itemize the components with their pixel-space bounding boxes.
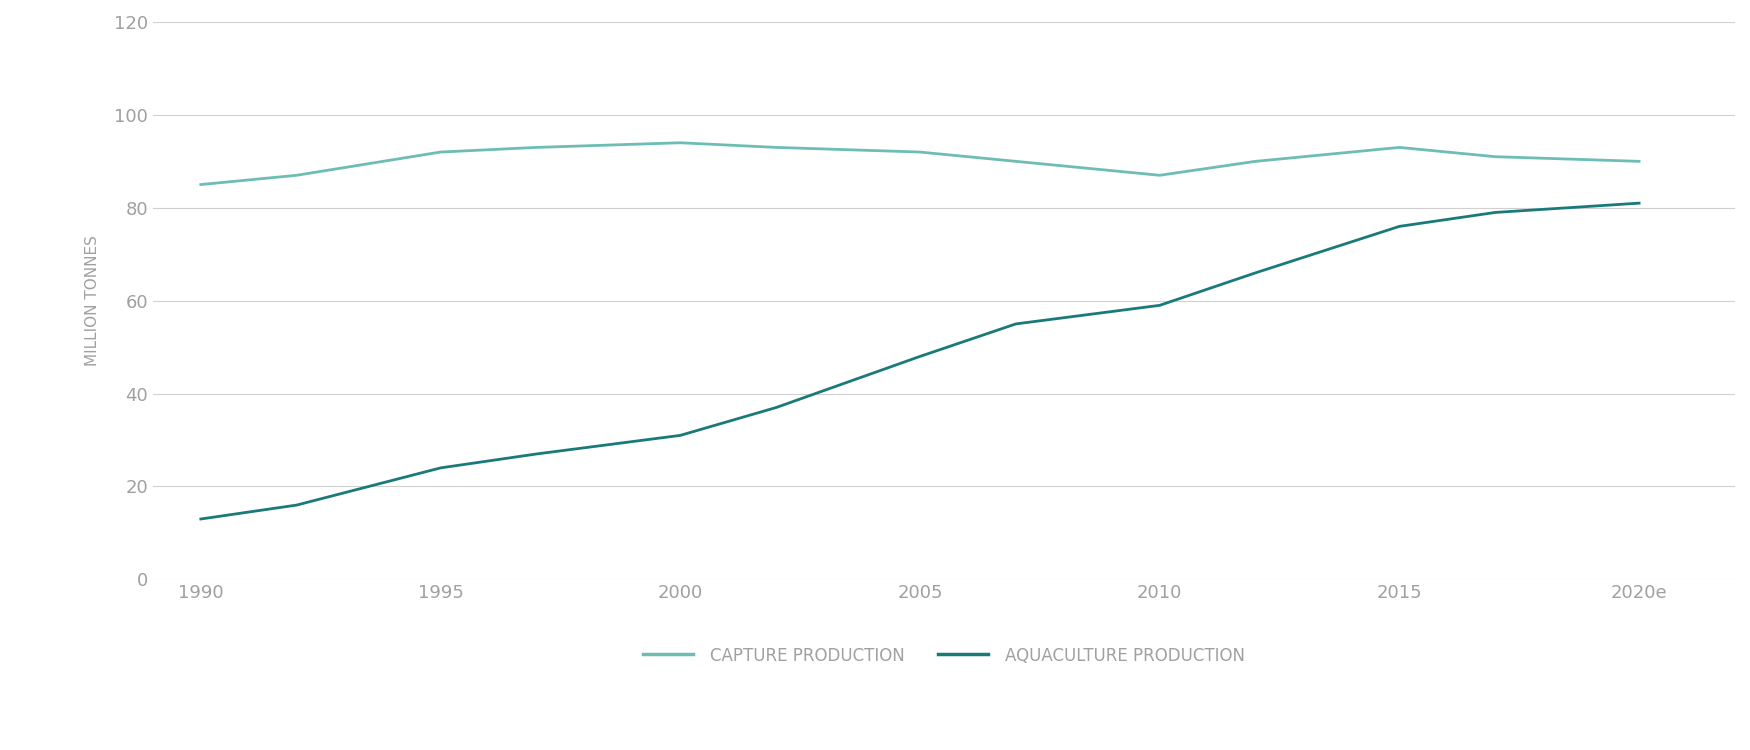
Legend: CAPTURE PRODUCTION, AQUACULTURE PRODUCTION: CAPTURE PRODUCTION, AQUACULTURE PRODUCTI… <box>637 640 1251 671</box>
Y-axis label: MILLION TONNES: MILLION TONNES <box>86 236 100 366</box>
